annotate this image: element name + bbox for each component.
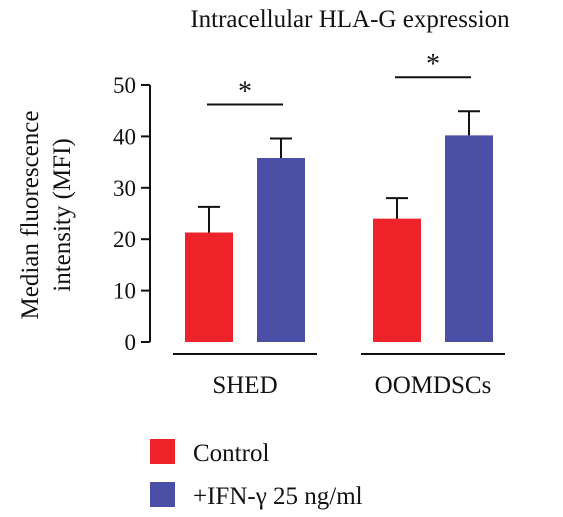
legend-swatch (150, 482, 175, 507)
chart-title: Intracellular HLA-G expression (190, 6, 510, 33)
y-axis-label: Median fluorescence intensity (MFI) (17, 111, 76, 320)
y-axis-label-line-1: Median fluorescence (17, 111, 44, 320)
legend-label: Control (193, 440, 269, 467)
category-label-oomdscs: OOMDSCs (375, 372, 492, 399)
legend-label: +IFN-γ 25 ng/ml (193, 483, 363, 510)
y-tick-label: 10 (113, 279, 136, 304)
significance-marker: * (238, 76, 252, 107)
y-tick-label: 30 (113, 176, 136, 201)
y-tick-label: 20 (113, 227, 136, 252)
legend-swatch (150, 439, 175, 464)
bar-oomdscs-ifn-gamma (445, 135, 493, 342)
category-groups: * SHED * OOMDSCs (173, 49, 505, 399)
legend: Control +IFN-γ 25 ng/ml (150, 439, 363, 510)
bars (185, 110, 493, 342)
bar-shed-control (185, 232, 233, 342)
y-axis-label-line-2: intensity (MFI) (49, 138, 76, 291)
bar-oomdscs-control (373, 218, 421, 342)
y-tick-label: 0 (125, 330, 137, 355)
y-tick-label: 50 (113, 73, 136, 98)
significance-marker: * (426, 49, 440, 80)
category-label-shed: SHED (212, 372, 277, 399)
y-tick-label: 40 (113, 124, 136, 149)
y-axis: 0 10 20 30 40 50 (113, 73, 151, 355)
bar-shed-ifn-gamma (257, 157, 305, 342)
